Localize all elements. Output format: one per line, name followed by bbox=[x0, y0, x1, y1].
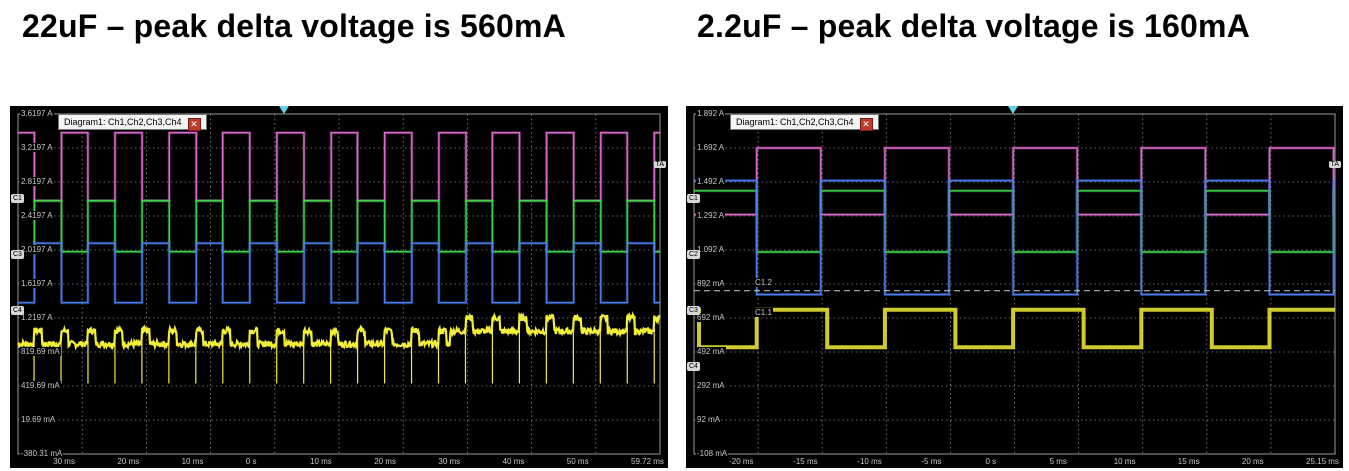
y-tick-label: 1.692 A bbox=[696, 143, 726, 152]
x-tick-label: 10 ms bbox=[309, 457, 333, 466]
x-tick-label: -5 ms bbox=[920, 457, 943, 466]
y-tick-label: 3.2197 A bbox=[20, 143, 54, 152]
close-icon[interactable]: ✕ bbox=[859, 118, 873, 131]
diagram-tag-label: Diagram1: Ch1,Ch2,Ch3,Ch4 bbox=[64, 117, 182, 127]
x-tick-label: 20 ms bbox=[116, 457, 141, 466]
close-icon[interactable]: ✕ bbox=[187, 118, 201, 131]
grid bbox=[17, 113, 661, 455]
plot-frame bbox=[17, 113, 661, 455]
y-tick-label: 419.69 mA bbox=[20, 381, 61, 390]
trace-glow-ch_green bbox=[18, 199, 660, 254]
trace-ch_magenta bbox=[694, 147, 1335, 216]
y-tick-label: 492 mA bbox=[696, 347, 726, 356]
x-tick-label: 15 ms bbox=[1176, 457, 1201, 466]
y-tick-label: 1.292 A bbox=[696, 211, 726, 220]
y-tick-label: 2.4197 A bbox=[20, 211, 54, 220]
channel-chip[interactable]: C4 bbox=[687, 362, 700, 371]
trigger-marker-icon[interactable] bbox=[279, 106, 289, 114]
channel-chip[interactable]: C2 bbox=[687, 250, 700, 259]
x-tick-label: 59.72 ms bbox=[630, 457, 665, 466]
y-tick-label: 1.6197 A bbox=[20, 279, 54, 288]
y-tick-label: 3.6197 A bbox=[20, 109, 54, 118]
y-tick-label: 892 mA bbox=[696, 279, 726, 288]
trace-ch_green bbox=[18, 200, 660, 253]
channel-chip[interactable]: C4 bbox=[11, 306, 24, 315]
y-tick-label: 1.492 A bbox=[696, 177, 726, 186]
trace-ch_blue bbox=[694, 179, 1335, 296]
trigger-tag: TA bbox=[1328, 161, 1341, 168]
channel-chip[interactable]: C1 bbox=[11, 194, 24, 203]
x-tick-label: 40 ms bbox=[501, 457, 526, 466]
y-tick-label: 1.2197 A bbox=[20, 313, 54, 322]
oscilloscope-panel-left[interactable]: Diagram1: Ch1,Ch2,Ch3,Ch4 ✕ TA 3.6197 A 3.… bbox=[10, 106, 668, 468]
channel-chip[interactable]: C1 bbox=[687, 194, 700, 203]
scope-plot-right bbox=[693, 113, 1336, 455]
trigger-marker-icon[interactable] bbox=[1008, 106, 1018, 114]
trace-glow-ch_blue bbox=[18, 241, 660, 305]
x-tick-label: 30 ms bbox=[52, 457, 76, 466]
cursor-label: C1.1 bbox=[754, 308, 773, 317]
x-tick-label: 0 s bbox=[244, 457, 258, 466]
channel-chip[interactable]: C3 bbox=[11, 250, 24, 259]
y-tick-label: 19.69 mA bbox=[20, 415, 57, 424]
channel-chip[interactable]: C3 bbox=[687, 306, 700, 315]
y-tick-label: -380.31 mA bbox=[20, 449, 64, 458]
trigger-tag: TA bbox=[653, 161, 666, 168]
trace-ch_yellow bbox=[694, 307, 1335, 350]
x-tick-label: 20 ms bbox=[373, 457, 397, 466]
diagram-tag-label: Diagram1: Ch1,Ch2,Ch3,Ch4 bbox=[736, 117, 854, 127]
x-tick-label: 0 s bbox=[984, 457, 998, 466]
y-tick-label: 2.0197 A bbox=[20, 245, 54, 254]
x-tick-label: 30 ms bbox=[437, 457, 462, 466]
trace-glow-ch_green bbox=[694, 189, 1336, 254]
diagram-tag-right: Diagram1: Ch1,Ch2,Ch3,Ch4 ✕ bbox=[730, 114, 879, 131]
x-tick-label: 10 ms bbox=[180, 457, 205, 466]
y-tick-label: 92 mA bbox=[696, 415, 722, 424]
trace-glow-ch_magenta bbox=[18, 131, 660, 203]
y-tick-label: -108 mA bbox=[696, 449, 729, 458]
x-tick-label: 50 ms bbox=[565, 457, 590, 466]
y-tick-label: 292 mA bbox=[696, 381, 726, 390]
x-tick-label: 20 ms bbox=[1240, 457, 1265, 466]
oscilloscope-panel-right[interactable]: Diagram1: Ch1,Ch2,Ch3,Ch4 ✕ TA 1.892 A 1.6… bbox=[686, 106, 1343, 468]
scope-plot-left bbox=[17, 113, 661, 455]
x-tick-label: 25.15 ms bbox=[1305, 457, 1340, 466]
trace-glow-ch_magenta bbox=[694, 146, 1336, 217]
trace-ch_yellow bbox=[17, 310, 661, 351]
chart-title-left: 22uF – peak delta voltage is 560mA bbox=[22, 8, 566, 44]
trace-ch_blue bbox=[18, 242, 660, 304]
chart-title-right: 2.2uF – peak delta voltage is 160mA bbox=[697, 8, 1251, 44]
y-tick-label: 2.8197 A bbox=[20, 177, 54, 186]
diagram-tag-left: Diagram1: Ch1,Ch2,Ch3,Ch4 ✕ bbox=[58, 114, 207, 131]
trace-ch_magenta bbox=[18, 132, 660, 202]
spikes bbox=[33, 328, 655, 384]
cursor-label: C1.2 bbox=[754, 278, 773, 287]
x-tick-label: 5 ms bbox=[1048, 457, 1068, 466]
x-tick-label: -15 ms bbox=[792, 457, 819, 466]
y-tick-label: 1.092 A bbox=[696, 245, 726, 254]
y-tick-label: 819.69 mA bbox=[20, 347, 61, 356]
trace-ch_green bbox=[694, 190, 1335, 253]
plot-frame bbox=[693, 113, 1336, 455]
y-tick-label: 1.892 A bbox=[696, 109, 726, 118]
x-tick-label: -20 ms bbox=[728, 457, 755, 466]
trace-glow-ch_blue bbox=[694, 179, 1336, 296]
x-tick-label: 10 ms bbox=[1112, 457, 1137, 466]
x-tick-label: -10 ms bbox=[856, 457, 883, 466]
y-tick-label: 692 mA bbox=[696, 313, 726, 322]
